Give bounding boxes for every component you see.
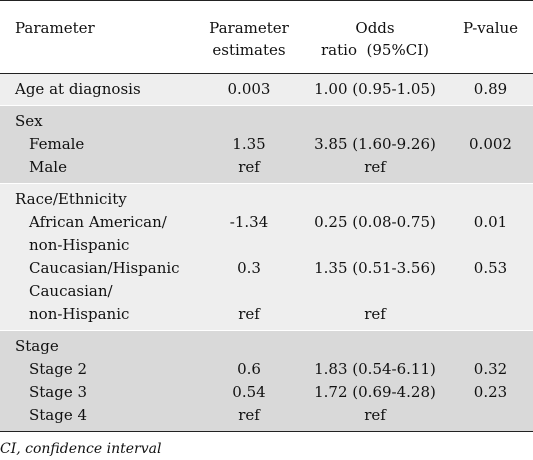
header-estimates: Parameter estimates: [209, 19, 289, 59]
estimate-cell: 0.6: [237, 360, 261, 378]
row-label: Age at diagnosis: [15, 80, 141, 98]
table-row: Caucasian/Hispanic 0.3 1.35 (0.51-3.56) …: [0, 257, 533, 280]
p-value-cell: 0.23: [473, 383, 508, 401]
estimate-cell: 1.35: [232, 135, 266, 153]
p-value-cell: [448, 404, 533, 432]
table-row: Race/Ethnicity: [0, 184, 533, 212]
odds-cell: ref: [364, 406, 386, 424]
group-sex: Sex Female 1.35 3.85 (1.60-9.26) 0.002 M…: [0, 105, 533, 184]
table-row: Stage 3 0.54 1.72 (0.69-4.28) 0.23: [0, 381, 533, 404]
odds-cell: 1.35 (0.51-3.56): [314, 259, 436, 277]
row-label: Male: [29, 158, 67, 176]
p-value-cell: 0.01: [473, 213, 508, 231]
group-label: Sex: [15, 112, 43, 130]
estimate-cell: 0.3: [237, 259, 261, 277]
row-label: Stage 3: [29, 383, 88, 401]
table-row: Stage 4 ref ref: [0, 404, 533, 432]
table-row: Age at diagnosis 0.003 1.00 (0.95-1.05) …: [0, 74, 533, 106]
p-value-cell: 0.32: [473, 360, 508, 378]
odds-cell: 1.83 (0.54-6.11): [314, 360, 436, 378]
table-row: Caucasian/ non-Hispanic ref ref: [0, 280, 533, 331]
odds-cell: ref: [364, 305, 386, 323]
row-label: Female: [29, 135, 85, 153]
table-row: Stage 2 0.6 1.83 (0.54-6.11) 0.32: [0, 358, 533, 381]
estimate-cell: -1.34: [229, 213, 269, 231]
row-label: African American/ non-Hispanic: [29, 213, 167, 254]
table-row: Male ref ref: [0, 156, 533, 184]
odds-cell: 3.85 (1.60-9.26): [314, 135, 436, 153]
odds-cell: 1.72 (0.69-4.28): [314, 383, 436, 401]
table-row: African American/ non-Hispanic -1.34 0.2…: [0, 211, 533, 257]
p-value-cell: 0.002: [469, 135, 512, 153]
row-label: Stage 4: [29, 406, 88, 424]
estimate-cell: 0.54: [232, 383, 266, 401]
odds-ratio-table: Parameter Parameter estimates Odds ratio…: [0, 0, 533, 432]
p-value-cell: 0.89: [473, 80, 508, 98]
p-value-cell: [448, 156, 533, 184]
table-row: Sex: [0, 106, 533, 134]
group-stage: Stage Stage 2 0.6 1.83 (0.54-6.11) 0.32 …: [0, 330, 533, 432]
table-footnote: CI, confidence interval: [0, 441, 162, 457]
row-label: Caucasian/Hispanic: [29, 259, 180, 277]
group-age: Age at diagnosis 0.003 1.00 (0.95-1.05) …: [0, 73, 533, 106]
row-label: Stage 2: [29, 360, 88, 378]
row-label: Caucasian/ non-Hispanic: [29, 282, 130, 323]
p-value-cell: [448, 280, 533, 331]
estimate-cell: ref: [238, 158, 260, 176]
table-row: Stage: [0, 331, 533, 359]
estimate-cell: ref: [238, 406, 260, 424]
group-label: Race/Ethnicity: [15, 190, 127, 208]
p-value-cell: 0.53: [473, 259, 508, 277]
odds-cell: ref: [364, 158, 386, 176]
table-header: Parameter Parameter estimates Odds ratio…: [0, 1, 533, 74]
table-row: Female 1.35 3.85 (1.60-9.26) 0.002: [0, 133, 533, 156]
group-race: Race/Ethnicity African American/ non-His…: [0, 183, 533, 331]
group-label: Stage: [15, 337, 59, 355]
odds-cell: 1.00 (0.95-1.05): [314, 80, 436, 98]
estimate-cell: ref: [238, 305, 260, 323]
header-p-value: P-value: [462, 19, 519, 37]
header-odds-ratio: Odds ratio (95%CI): [321, 19, 429, 59]
header-parameter: Parameter: [15, 19, 95, 37]
estimate-cell: 0.003: [227, 80, 271, 98]
odds-cell: 0.25 (0.08-0.75): [314, 213, 436, 231]
